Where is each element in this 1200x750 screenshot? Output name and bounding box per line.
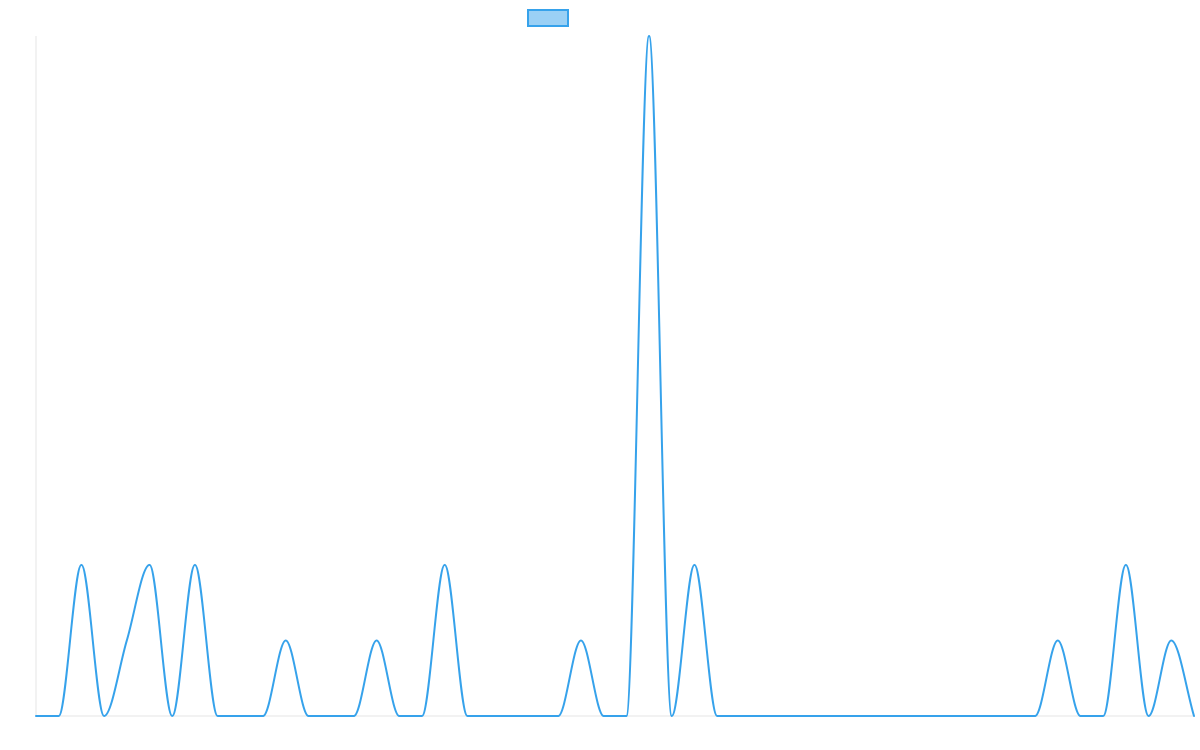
series-layer [35, 35, 1195, 717]
chart-legend[interactable] [527, 9, 569, 27]
legend-swatch[interactable] [527, 9, 569, 27]
series-line-0 [35, 35, 1195, 717]
